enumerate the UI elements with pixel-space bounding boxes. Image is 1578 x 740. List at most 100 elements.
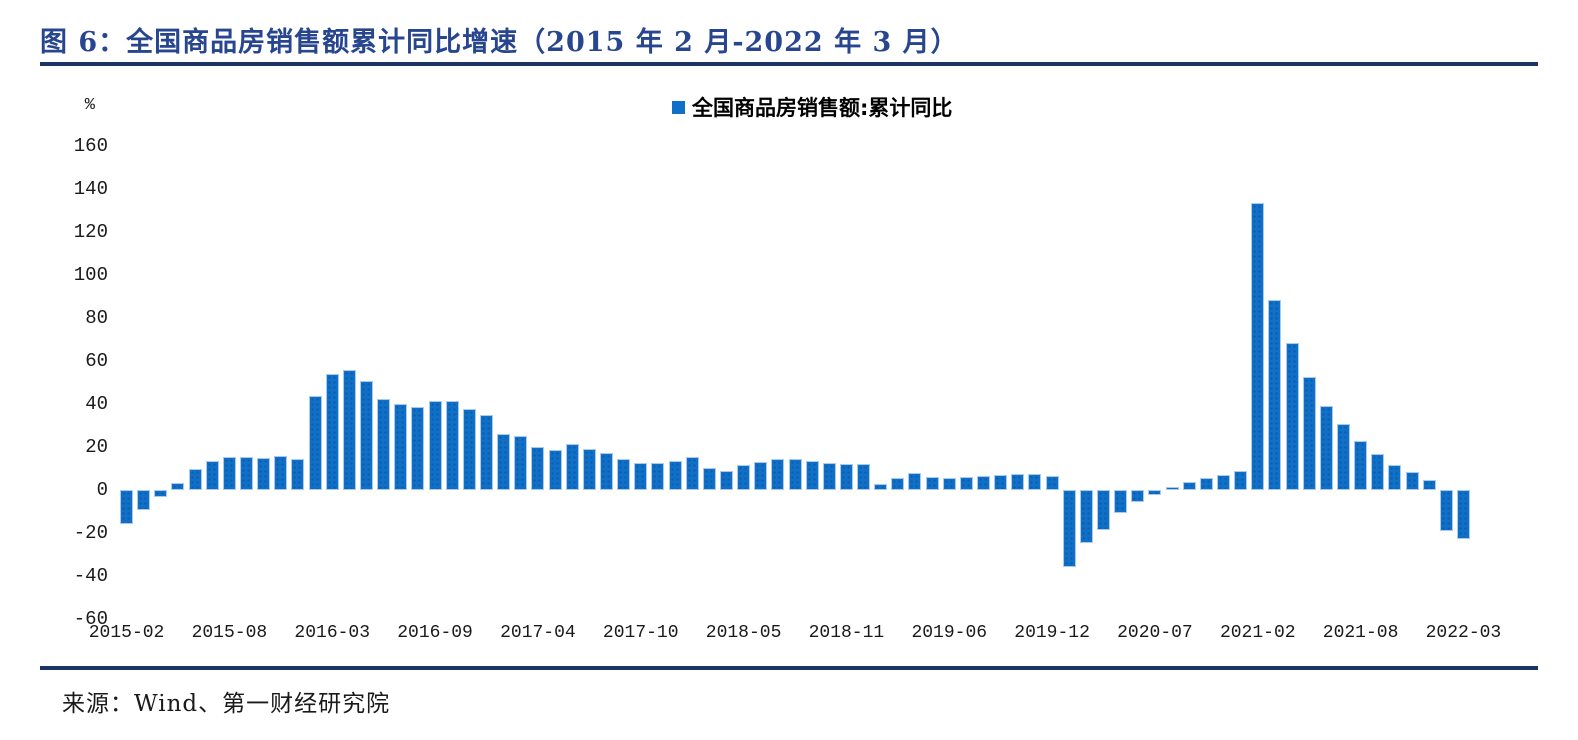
- chart-legend: 全国商品房销售额:累计同比: [672, 92, 952, 122]
- bar: [1405, 471, 1419, 490]
- bar: [1079, 490, 1093, 544]
- bar: [188, 468, 202, 490]
- bar: [325, 373, 339, 490]
- y-tick-label: 60: [85, 350, 108, 372]
- bar: [497, 434, 511, 490]
- bar: [377, 399, 391, 490]
- x-tick-label: 2019-12: [1014, 623, 1090, 643]
- x-tick-label: 2015-08: [191, 623, 268, 643]
- bar: [342, 369, 356, 490]
- bar: [1319, 406, 1333, 490]
- bar: [788, 458, 802, 490]
- y-tick-label: -60: [73, 608, 108, 630]
- bar: [1011, 474, 1025, 490]
- bar: [240, 457, 254, 490]
- title-rule: [40, 62, 1538, 66]
- bar: [1336, 423, 1350, 490]
- x-tick-label: 2019-06: [911, 623, 988, 643]
- y-tick-label: 120: [73, 221, 108, 243]
- bar: [548, 450, 562, 490]
- bar: [977, 475, 991, 490]
- bar: [822, 463, 836, 490]
- bar: [274, 456, 288, 490]
- x-tick-label: 2016-09: [397, 623, 473, 643]
- x-tick-label: 2018-05: [705, 623, 782, 643]
- y-tick-label: 40: [85, 393, 108, 415]
- bar: [308, 396, 322, 490]
- legend-marker-square: [672, 100, 685, 114]
- bar: [719, 470, 733, 490]
- bar: [1097, 490, 1110, 530]
- bar: [1422, 479, 1436, 490]
- bar: [857, 463, 871, 490]
- bar: [1114, 490, 1128, 513]
- bar: [617, 458, 631, 490]
- bar: [839, 463, 853, 490]
- bar: [1182, 481, 1196, 490]
- bar: [959, 476, 973, 490]
- x-tick-label: 2018-11: [808, 623, 885, 643]
- bar: [445, 401, 459, 490]
- y-tick-label: 20: [85, 436, 108, 458]
- figure-title: 图 6：全国商品房销售额累计同比增速（2015 年 2 月-2022 年 3 月…: [40, 27, 959, 58]
- bar: [668, 460, 682, 490]
- bar: [651, 462, 665, 490]
- bar: [531, 446, 545, 490]
- bar: [634, 462, 648, 490]
- bar: [462, 409, 476, 490]
- bar: [394, 404, 408, 490]
- bar: [1045, 476, 1059, 490]
- bar: [685, 457, 699, 490]
- bar: [171, 483, 185, 490]
- bar: [1439, 490, 1453, 532]
- bar: [1371, 454, 1385, 490]
- bar: [1165, 486, 1179, 490]
- bar: [1234, 471, 1248, 490]
- bar: [514, 436, 528, 490]
- bar: [291, 459, 305, 490]
- bar: [257, 457, 271, 490]
- bar: [1268, 299, 1282, 490]
- bar: [428, 401, 442, 490]
- bar: [994, 474, 1008, 490]
- legend-series-label: 全国商品房销售额:累计同比: [692, 96, 953, 120]
- y-tick-label: 80: [85, 307, 108, 329]
- bar: [222, 457, 236, 490]
- y-tick-label: 140: [73, 178, 108, 200]
- bar: [737, 464, 751, 490]
- bar: [1028, 474, 1042, 490]
- bar: [908, 472, 922, 490]
- bar: [411, 406, 425, 490]
- x-tick-label: 2021-08: [1322, 623, 1399, 643]
- y-tick-label: 160: [73, 135, 108, 157]
- bar: [702, 467, 716, 490]
- bar: [1456, 490, 1470, 539]
- bar: [1251, 203, 1265, 490]
- bar: [754, 461, 768, 490]
- bar: [205, 461, 219, 490]
- bar: [599, 453, 613, 490]
- bar: [582, 449, 596, 490]
- bar: [120, 490, 134, 524]
- bar: [1199, 477, 1213, 490]
- x-tick-label: 2020-07: [1117, 623, 1193, 643]
- bar: [1216, 474, 1230, 490]
- x-tick-label: 2016-03: [294, 623, 371, 643]
- bar: [874, 483, 888, 490]
- y-tick-label: -20: [73, 522, 108, 544]
- bar: [771, 459, 785, 490]
- bar: [1354, 440, 1368, 490]
- bar: [805, 461, 819, 490]
- x-tick-label: 2015-02: [88, 623, 165, 643]
- bar: [1388, 464, 1402, 490]
- bar: [360, 380, 374, 490]
- bar: [891, 477, 905, 490]
- y-axis-unit-label: %: [84, 96, 95, 115]
- bar: [137, 490, 151, 510]
- y-tick-label: -40: [73, 565, 108, 587]
- bar: [1062, 490, 1076, 568]
- bar: [1148, 490, 1162, 495]
- bar: [1302, 377, 1316, 490]
- bar: [1285, 343, 1299, 490]
- bar: [565, 443, 579, 490]
